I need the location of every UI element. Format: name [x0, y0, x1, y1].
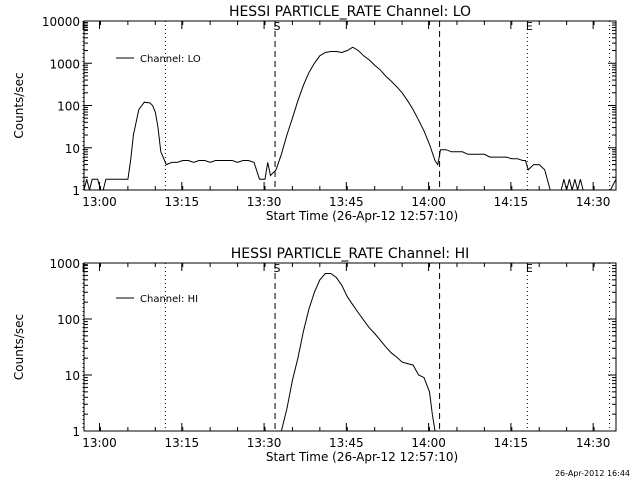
- x-tick-label: 14:30: [576, 195, 611, 209]
- y-tick-label: 1: [72, 184, 80, 198]
- y-axis-label: Counts/sec: [12, 72, 26, 138]
- y-tick-label: 1: [72, 425, 80, 439]
- x-tick-label: 14:15: [494, 195, 529, 209]
- x-axis-label: Start Time (26-Apr-12 12:57:10): [266, 209, 458, 223]
- x-axis-label: Start Time (26-Apr-12 12:57:10): [266, 450, 458, 464]
- marker-label: E: [82, 262, 89, 275]
- y-tick-label: 10: [65, 142, 80, 156]
- y-tick-label: 100: [57, 100, 80, 114]
- y-tick-label: 10: [65, 369, 80, 383]
- x-tick-label: 14:00: [411, 436, 446, 450]
- marker-label: S: [274, 262, 281, 275]
- x-tick-label: 13:30: [247, 436, 282, 450]
- legend-entry: Channel: HI: [140, 294, 198, 305]
- series-line: [280, 273, 436, 432]
- y-tick-label: 10000: [42, 15, 80, 29]
- y-tick-label: 100: [57, 313, 80, 327]
- x-tick-label: 13:45: [329, 436, 364, 450]
- timestamp-footer: 26-Apr-2012 16:44: [555, 469, 630, 478]
- marker-label: E: [526, 20, 533, 33]
- y-axis-label: Counts/sec: [12, 314, 26, 380]
- x-tick-label: 14:30: [576, 436, 611, 450]
- series-line: [83, 46, 617, 191]
- chart-title: HESSI PARTICLE_RATE Channel: LO: [229, 4, 471, 20]
- chart-title: HESSI PARTICLE_RATE Channel: HI: [231, 246, 469, 262]
- plot-frame: [83, 262, 617, 432]
- marker-label: S: [274, 20, 281, 33]
- x-tick-label: 13:00: [82, 195, 117, 209]
- x-tick-label: 14:00: [411, 195, 446, 209]
- x-tick-label: 13:15: [165, 436, 200, 450]
- marker-label: E: [82, 20, 89, 33]
- x-tick-label: 13:15: [165, 195, 200, 209]
- legend-entry: Channel: LO: [140, 54, 201, 65]
- y-tick-label: 1000: [49, 57, 80, 71]
- x-tick-label: 13:30: [247, 195, 282, 209]
- y-tick-label: 1000: [49, 257, 80, 271]
- x-tick-label: 13:00: [82, 436, 117, 450]
- x-tick-label: 13:45: [329, 195, 364, 209]
- x-tick-label: 14:15: [494, 436, 529, 450]
- marker-label: E: [526, 262, 533, 275]
